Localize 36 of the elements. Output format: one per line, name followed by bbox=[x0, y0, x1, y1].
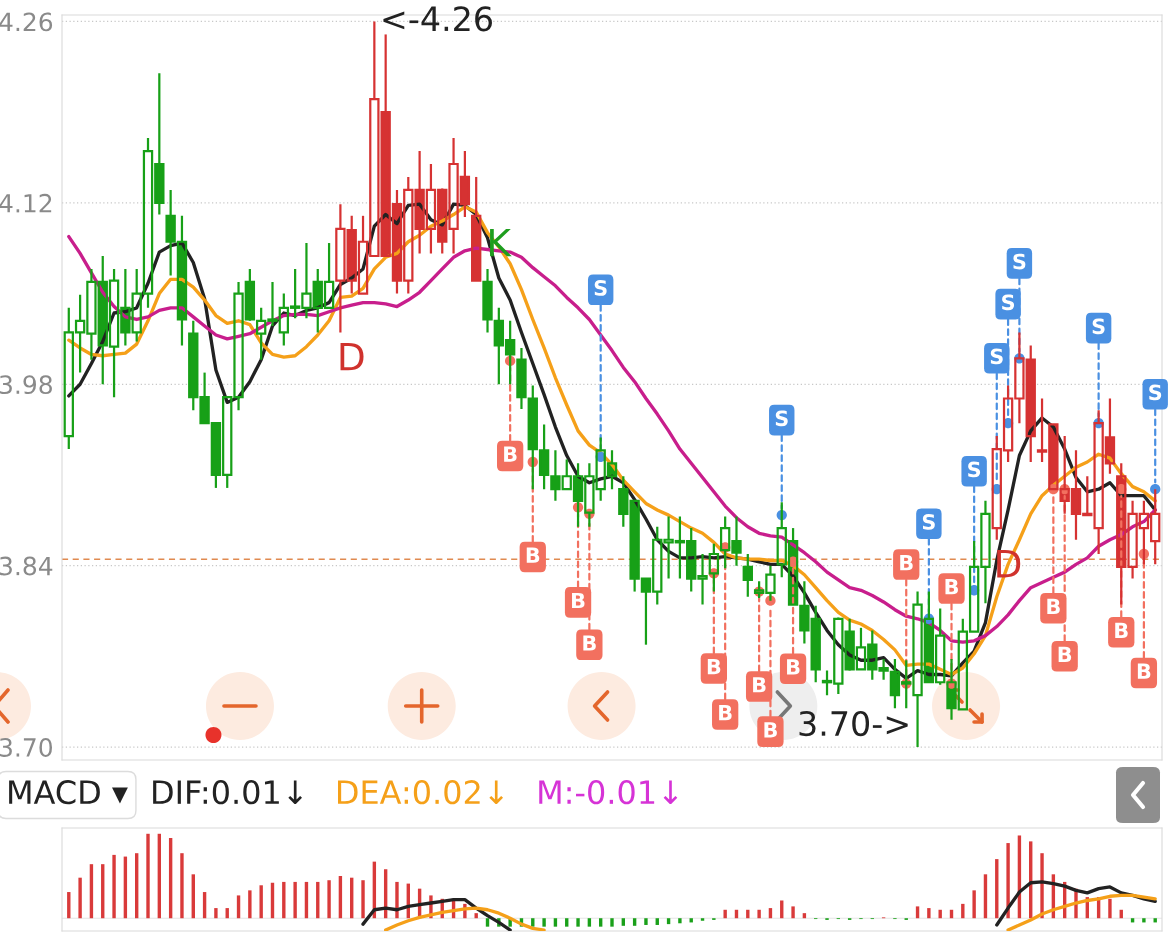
data-label: B bbox=[1047, 598, 1060, 614]
annotation: 3.70-> bbox=[799, 710, 908, 737]
y-tick-label: 3.70 bbox=[0, 737, 53, 757]
data-label: B bbox=[504, 446, 517, 462]
text: DEA:0.02↓ bbox=[338, 780, 504, 805]
chart-title: MACD ▾ bbox=[9, 780, 128, 805]
data-label: S bbox=[1013, 253, 1026, 270]
data-label: S bbox=[1092, 318, 1105, 335]
data-label: B bbox=[764, 722, 777, 738]
data-label: B bbox=[707, 658, 721, 675]
data-label: B bbox=[583, 635, 596, 651]
data-label: B bbox=[1137, 663, 1151, 679]
data-label: B bbox=[572, 592, 585, 609]
data-label: S bbox=[968, 461, 981, 478]
annotation: <-4.26 bbox=[383, 6, 492, 32]
y-tick-label: 3.98 bbox=[0, 375, 52, 395]
data-label: B bbox=[900, 555, 913, 571]
data-label: B bbox=[1058, 646, 1072, 662]
y-tick-label: 4.26 bbox=[0, 12, 53, 32]
annotation: D bbox=[340, 342, 364, 371]
data-label: S bbox=[594, 280, 607, 296]
y-tick-label: 3.84 bbox=[0, 556, 53, 576]
data-label: B bbox=[945, 579, 958, 595]
data-label: B bbox=[719, 705, 732, 721]
data-label: B bbox=[753, 677, 766, 693]
text: M:-0.01↓ bbox=[539, 780, 678, 805]
data-label: B bbox=[787, 659, 800, 675]
data-label: S bbox=[775, 410, 788, 427]
data-label: B bbox=[526, 547, 540, 563]
data-label: B bbox=[1115, 622, 1128, 638]
text: DIF:0.01↓ bbox=[153, 780, 303, 805]
data-label: S bbox=[1002, 294, 1015, 311]
data-label: S bbox=[990, 348, 1003, 365]
data-label: S bbox=[1149, 384, 1162, 401]
data-label: S bbox=[922, 514, 935, 530]
y-tick-label: 4.12 bbox=[0, 193, 52, 213]
